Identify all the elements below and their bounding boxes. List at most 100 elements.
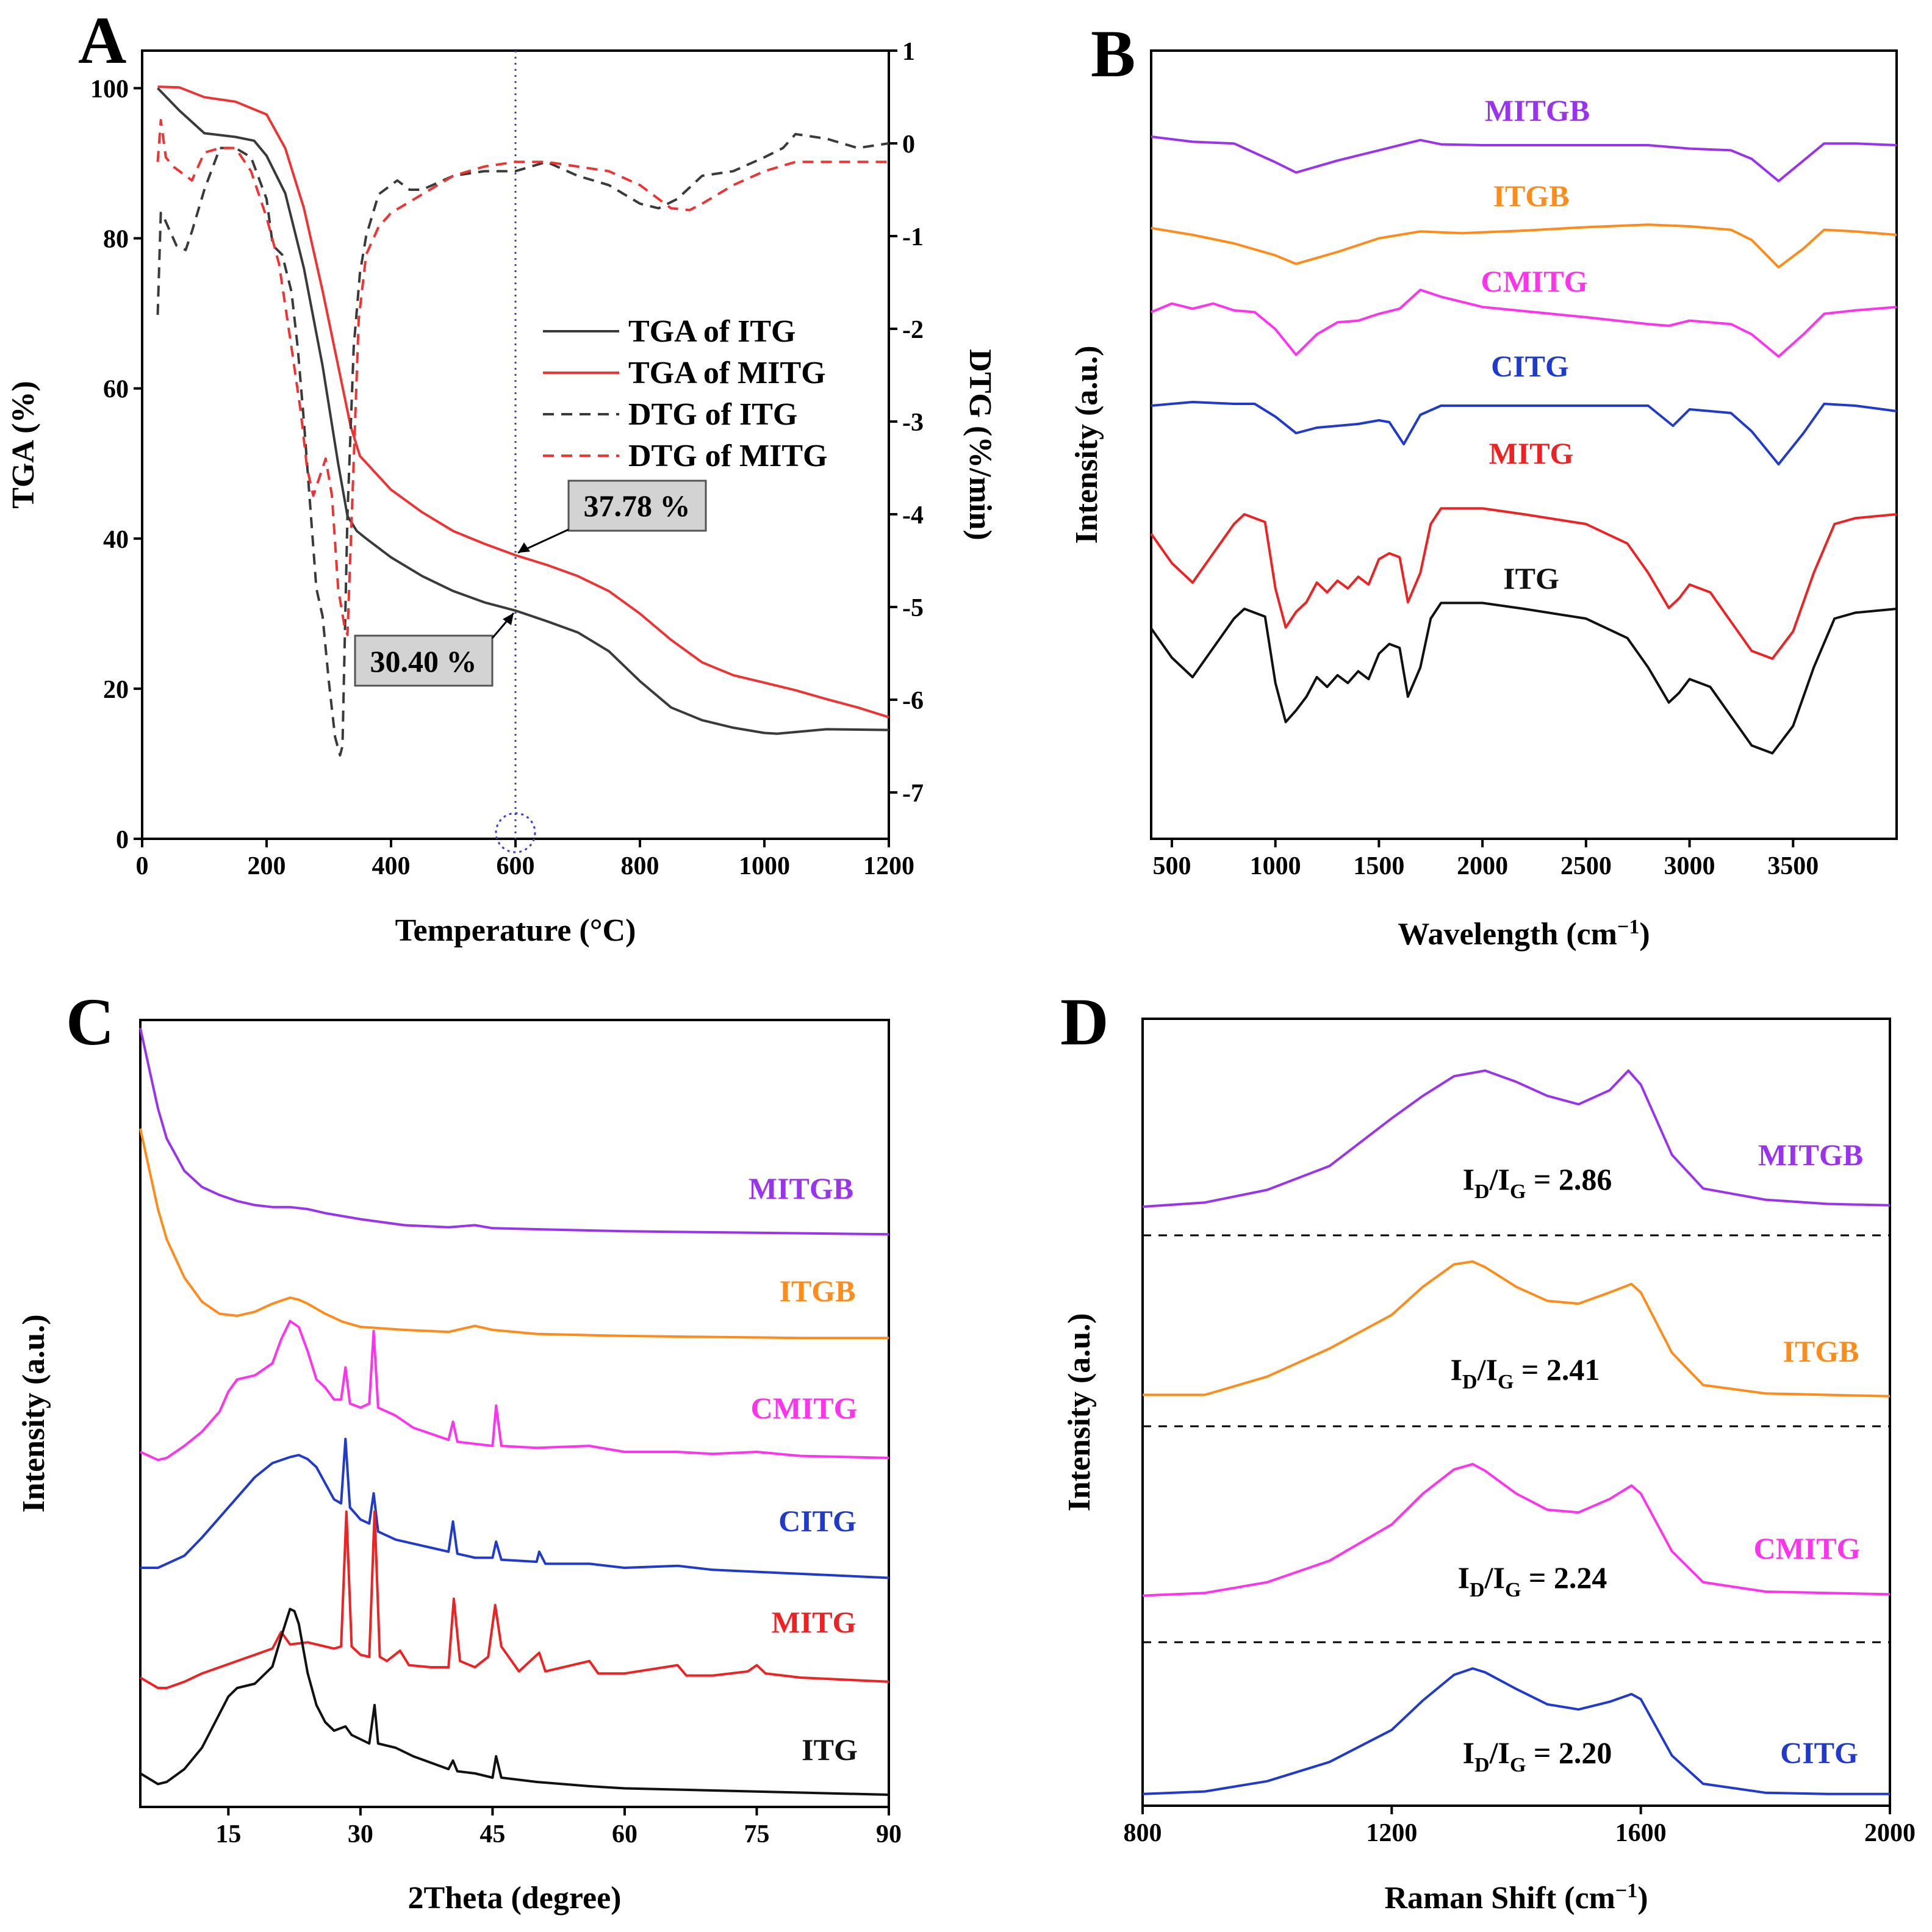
panel-b-xtick-label: 2000 (1457, 852, 1508, 880)
panel-a-y2tick-label: -7 (902, 780, 924, 808)
panel-a-ytick-label: 0 (116, 826, 129, 854)
panel-d-xtick-label: 1200 (1366, 1819, 1417, 1847)
panel-a-y2tick-label: 1 (902, 38, 915, 66)
panel-a-y2-axis-title: DTG (%/min) (963, 349, 997, 540)
panel-a-y-axis-title: TGA (%) (6, 381, 41, 508)
panel-b-xtick-label: 3500 (1767, 852, 1819, 880)
panel-a-y2tick-label: -4 (902, 501, 924, 530)
panel-a-series-3 (156, 119, 889, 636)
panel-b-xtick-label: 1500 (1353, 852, 1404, 880)
panel-d-series-citg (1142, 1667, 1890, 1795)
panel-b-series-cmitg (1151, 289, 1897, 358)
panel-a-callout-box (354, 634, 494, 687)
panel-b-series-label: MITGB (1485, 93, 1590, 127)
panel-c-series-mitgb (139, 1027, 889, 1236)
panel-a-xtick-label: 1000 (739, 852, 790, 880)
panel-b-series-label: MITG (1489, 436, 1574, 470)
panel-a-xtick-label: 200 (248, 852, 286, 880)
panel-letter-d: D (1060, 985, 1108, 1059)
panel-b-xtick-label: 3000 (1664, 852, 1715, 880)
panel-c-series-cmitg (140, 1320, 889, 1462)
panel-c-frame (139, 1019, 890, 1808)
panel-c-series-citg (140, 1437, 889, 1579)
panel-d-series-itgb (1143, 1260, 1891, 1398)
panel-b-series-label: ITG (1503, 561, 1559, 595)
panel-d-series-mitgb (1142, 1069, 1891, 1208)
panel-a-ytick-label: 60 (103, 376, 129, 404)
panel-a-xtick-label: 0 (136, 852, 149, 880)
panel-a-y2tick-label: -6 (902, 687, 924, 715)
panel-a-xtick-label: 400 (372, 852, 411, 880)
panel-c-series-label: MITG (772, 1605, 856, 1639)
panel-a-series-2 (156, 132, 889, 757)
panel-a-series-1 (157, 85, 889, 719)
panel-c-xtick-label: 90 (876, 1820, 902, 1848)
panel-d-ratio-label: ID/IG = 2.41 (1451, 1352, 1600, 1393)
panel-a-ytick-label: 40 (103, 526, 129, 554)
panel-b-frame (1150, 49, 1898, 840)
panel-a-legend-label: DTG of MITG (628, 439, 827, 473)
panel-c-xtick-label: 75 (744, 1820, 769, 1848)
panel-letter-a: A (78, 3, 126, 77)
panel-d-series-label: ITGB (1783, 1334, 1859, 1368)
panel-c-xtick-label: 15 (215, 1820, 241, 1848)
panel-b-xtick-label: 2500 (1560, 852, 1612, 880)
panel-a-callout-arrowhead (518, 542, 530, 553)
panel-a-ytick-label: 80 (103, 226, 129, 254)
panel-b-series-label: CMITG (1481, 264, 1588, 298)
panel-d-ratio-label: ID/IG = 2.86 (1463, 1162, 1612, 1203)
panel-a-ytick-label: 20 (103, 676, 129, 704)
panel-c-x-axis-title: 2Theta (degree) (408, 1881, 622, 1916)
panel-d-series-label: CMITG (1754, 1531, 1861, 1565)
panel-a-y2tick-label: -5 (902, 594, 924, 622)
panel-d-ratio-label: ID/IG = 2.20 (1463, 1736, 1612, 1776)
panel-a-series-0 (157, 87, 889, 735)
panel-c-series-itg (139, 1607, 889, 1796)
panel-d-y-axis-title: Intensity (a.u.) (1062, 1313, 1097, 1511)
panel-b-series-mitg (1150, 507, 1897, 660)
panel-d-x-axis-title: Raman Shift (cm−1) (1384, 1880, 1648, 1916)
panel-b-xtick-label: 1000 (1250, 852, 1301, 880)
panel-letter-c: C (66, 985, 114, 1059)
panel-d-xtick-label: 2000 (1864, 1819, 1916, 1847)
panel-b-series-label: ITGB (1493, 179, 1569, 213)
panel-b-series-itg (1150, 602, 1897, 755)
panel-a-y2tick-label: -1 (902, 223, 924, 251)
panel-c-series-label: ITG (802, 1733, 858, 1767)
panel-b: B 500 1000 1500 2000 2500 3000 3500 Wavelength (… (1069, 16, 1898, 952)
panel-letter-b: B (1091, 16, 1135, 91)
panel-a-callout-label: 30.40 % (370, 644, 477, 678)
panel-b-series-mitgb (1151, 135, 1897, 182)
panel-c-series-mitg (139, 1510, 889, 1689)
panel-a-marker-circle (495, 812, 536, 853)
panel-d-series-label: MITGB (1758, 1138, 1863, 1172)
panel-c-series-label: CITG (778, 1504, 856, 1538)
panel-a-xtick-label: 600 (497, 852, 535, 880)
panel-b-x-axis-title: Wavelength (cm−1) (1398, 916, 1650, 952)
panel-d-xtick-label: 800 (1124, 1819, 1162, 1847)
panel-b-series-label: CITG (1491, 349, 1569, 383)
panel-a-y2tick-label: 0 (902, 131, 915, 159)
panel-a-x-axis-title: Temperature (°C) (395, 913, 636, 948)
panel-a-legend-label: TGA of ITG (628, 314, 796, 349)
panel-d-series-label: CITG (1780, 1736, 1858, 1770)
panel-c-series-label: ITGB (779, 1274, 855, 1308)
panel-b-series-itgb (1151, 223, 1897, 269)
panel-b-series-citg (1151, 401, 1897, 465)
panel-a: A 0 200 400 600 800 1000 1200 0 20 40 60 80 100 1 0 -1 -2… (6, 3, 997, 948)
panel-a-legend-label: TGA of MITG (628, 356, 826, 390)
panel-c-series-itgb (139, 1128, 889, 1340)
panel-d-series-cmitg (1142, 1463, 1891, 1597)
panel-c-y-axis-title: Intensity (a.u.) (16, 1314, 51, 1512)
panel-a-callout-arrowhead (503, 612, 514, 625)
panel-d: D 800 1200 1600 2000 Raman Shift (cm−1) Intens… (1060, 985, 1916, 1916)
panel-a-xtick-label: 1200 (863, 852, 914, 880)
panel-c-xtick-label: 30 (348, 1820, 373, 1848)
panel-c: C 15 30 45 60 75 90 2Theta (degree) Intensity (a… (16, 985, 902, 1916)
panel-d-xtick-label: 1600 (1615, 1819, 1667, 1847)
panel-a-callout-box (567, 479, 707, 532)
panel-b-xtick-label: 500 (1152, 852, 1191, 880)
panel-b-y-axis-title: Intensity (a.u.) (1069, 345, 1104, 544)
panel-a-ytick-label: 100 (90, 76, 129, 104)
